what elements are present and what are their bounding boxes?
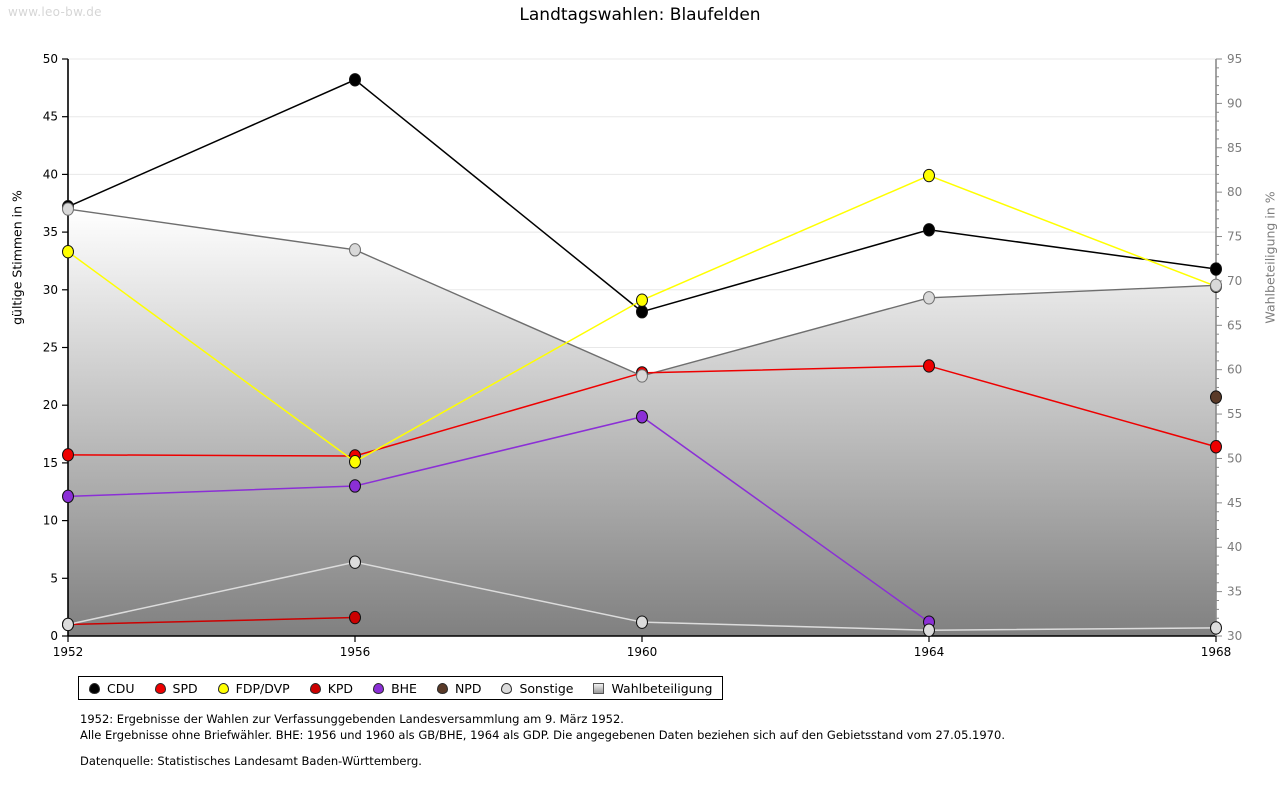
svg-text:40: 40 [43,167,58,181]
svg-text:1968: 1968 [1201,645,1232,659]
legend-item-bhe[interactable]: BHE [373,681,417,696]
svg-text:20: 20 [43,398,58,412]
diamond-marker-icon [373,682,385,694]
svg-text:95: 95 [1227,52,1242,66]
svg-text:0: 0 [50,629,58,643]
svg-text:35: 35 [1227,585,1242,599]
page-title: Landtagswahlen: Blaufelden [519,5,761,25]
diamond-marker-icon [217,682,229,694]
svg-text:75: 75 [1227,230,1242,244]
legend-label: FDP/DVP [235,680,290,696]
svg-text:40: 40 [1227,540,1242,554]
svg-text:60: 60 [1227,363,1242,377]
diamond-marker-icon [89,682,100,694]
diamond-marker-icon [309,682,321,694]
legend-label: CDU [107,680,135,696]
svg-text:30: 30 [43,283,58,297]
axis-lines [62,58,1222,642]
svg-text:55: 55 [1227,407,1242,421]
diamond-marker-icon [501,682,513,694]
legend-item-wahlbeteiligung[interactable]: Wahlbeteiligung [593,681,712,696]
square-marker-icon [593,682,605,694]
legend-item-sonstige[interactable]: Sonstige [501,681,573,696]
svg-text:1952: 1952 [53,645,84,659]
svg-text:1956: 1956 [340,645,371,659]
svg-text:5: 5 [50,571,58,585]
svg-text:50: 50 [1227,451,1242,465]
axis-tick-labels: 0 5 10 15 20 25 30 35 40 45 50 30 35 40 45 50 55 60 65 70 75… [43,52,1243,659]
legend-item-kpd[interactable]: KPD [309,680,354,696]
svg-text:45: 45 [1227,496,1242,510]
footnotes: 1952: Ergebnisse der Wahlen zur Verfassu… [80,711,1005,769]
svg-text:1960: 1960 [627,645,658,659]
legend-label: BHE [391,680,417,696]
legend-label: Sonstige [519,680,574,696]
data-series [62,73,1222,637]
svg-text:1964: 1964 [914,645,945,659]
footnote-line-1: 1952: Ergebnisse der Wahlen zur Verfassu… [80,712,624,726]
svg-text:80: 80 [1227,185,1242,199]
svg-text:45: 45 [43,110,58,124]
legend-item-fdp-dvp[interactable]: FDP/DVP [217,680,290,696]
svg-text:85: 85 [1227,141,1242,155]
svg-text:25: 25 [43,341,58,355]
chart-legend: CDU SPD FDP/DVP KPD BHE NPD Sonstige Wahlbeteil… [78,676,724,700]
svg-text:35: 35 [43,225,58,239]
svg-text:70: 70 [1227,274,1242,288]
diamond-marker-icon [154,682,166,694]
svg-text:10: 10 [43,514,58,528]
svg-text:90: 90 [1227,96,1242,110]
legend-label: NPD [454,680,482,696]
legend-item-npd[interactable]: NPD [436,680,482,696]
diamond-marker-icon [436,682,448,694]
footnote-source: Datenquelle: Statistisches Landesamt Bad… [80,754,422,768]
svg-text:30: 30 [1227,629,1242,643]
svg-text:65: 65 [1227,318,1242,332]
legend-label: KPD [327,680,354,696]
footnote-line-2: Alle Ergebnisse ohne Briefwähler. BHE: 1… [80,728,1005,742]
svg-text:50: 50 [43,52,58,66]
watermark: www.leo-bw.de [8,5,102,19]
legend-item-cdu[interactable]: CDU [89,681,135,696]
legend-label: SPD [172,680,198,696]
svg-text:15: 15 [43,456,58,470]
legend-label: Wahlbeteiligung [611,680,713,696]
legend-item-spd[interactable]: SPD [154,680,198,696]
